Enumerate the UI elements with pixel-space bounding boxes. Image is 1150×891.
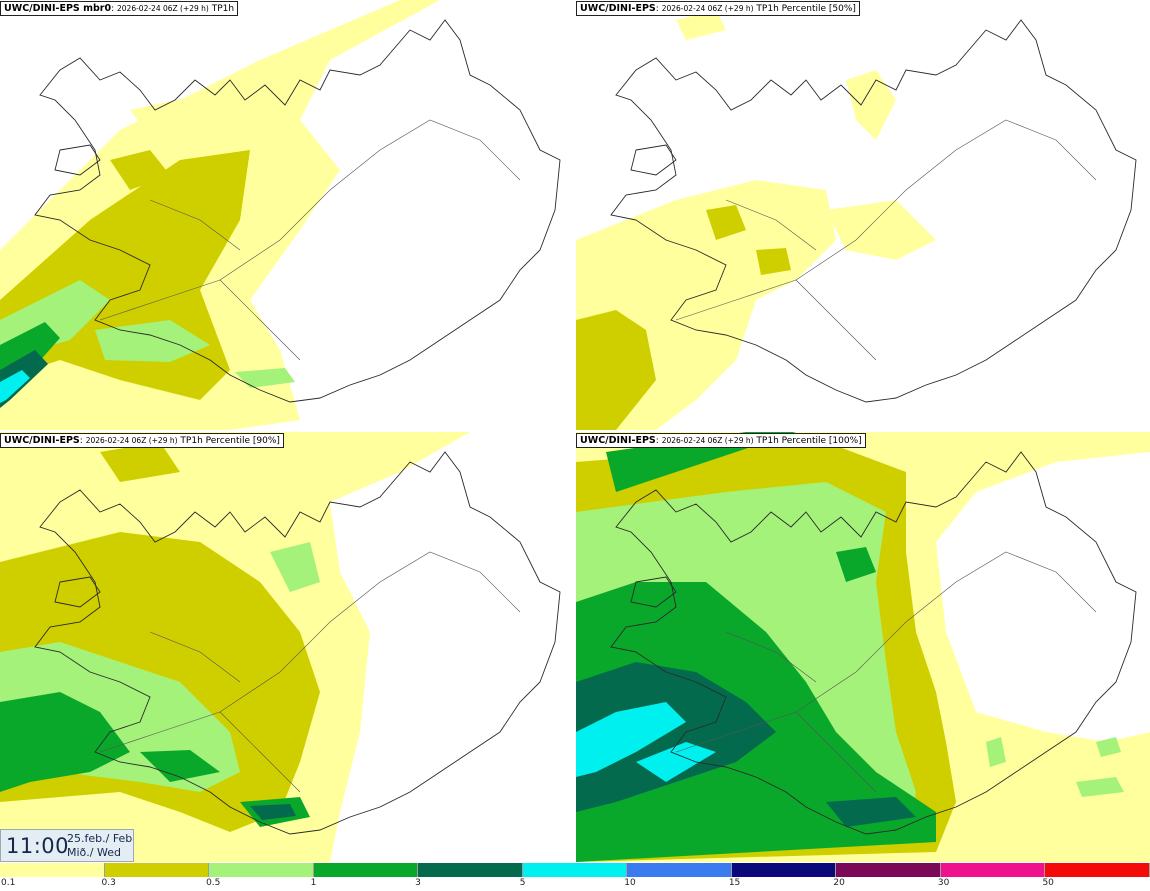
roads [99,119,521,361]
panel-title: UWC/DINI-EPS mbr0: 2026-02-24 06Z (+29 h… [0,1,239,16]
model-name: UWC/DINI-EPS [580,3,656,14]
precip-field [576,10,936,430]
colorbar-segment [731,863,837,877]
colorbar-segment [104,863,210,877]
valid-weekday: Mið./ Wed [67,846,121,859]
colorbar-tick-label: 0.3 [101,878,116,888]
coastline [34,451,561,835]
field-name: TP1h Percentile [50%] [756,4,856,14]
model-name: UWC/DINI-EPS mbr0 [4,3,112,14]
coastline [34,19,561,403]
precip-field [576,432,1150,862]
colorbar-tick-label: 30 [937,878,950,888]
colorbar-segment [627,863,732,877]
run-time: 2026-02-24 06Z (+29 h) [117,4,209,13]
roads [675,119,1097,361]
field-name: TP1h Percentile [100%] [756,436,862,446]
map-panel-p50: UWC/DINI-EPS: 2026-02-24 06Z (+29 h) TP1… [576,0,1150,430]
valid-date: 25.feb./ Feb [67,832,133,845]
colorbar-segment [313,863,419,877]
colorbar-tick-label: 50 [1042,878,1054,888]
colorbar-tick-label: 20 [833,878,845,888]
colorbar-tick-label: 3 [415,878,421,888]
model-name: UWC/DINI-EPS [580,435,656,446]
valid-time-box: 11:00 25.feb./ Feb Mið./ Wed [0,829,134,862]
run-time: 2026-02-24 06Z (+29 h) [661,4,754,13]
colorbar-segment [522,863,628,877]
colorbar-tick-label: 5 [519,878,526,888]
field-name: TP1h [211,4,235,14]
colorbar-tick-label: 0.1 [1,878,16,888]
colorbar-tick-label: 1 [310,878,317,888]
precipitation-map [576,432,1150,862]
roads [99,551,521,793]
precipitation-map [0,0,561,430]
panel-title: UWC/DINI-EPS: 2026-02-24 06Z (+29 h) TP1… [576,433,866,448]
coastline [610,451,1137,835]
map-panel-p90: UWC/DINI-EPS: 2026-02-24 06Z (+29 h) TP1… [0,432,574,862]
colorbar-tick-label: 10 [624,878,636,888]
precipitation-map [576,10,1137,430]
precipitation-map [0,432,561,862]
colorbar-segment [0,863,105,877]
colorbar-segment [836,863,941,877]
colorbar-segment [940,863,1046,877]
model-name: UWC/DINI-EPS [4,435,80,446]
panel-divider [0,430,1150,432]
run-time: 2026-02-24 06Z (+29 h) [85,436,178,445]
colorbar-tick-label: 0.5 [206,878,221,888]
panel-title: UWC/DINI-EPS: 2026-02-24 06Z (+29 h) TP1… [576,1,860,16]
run-time: 2026-02-24 06Z (+29 h) [661,436,754,445]
coastline [610,19,1137,403]
roads [675,551,1097,793]
colorbar-tick-label: 15 [728,878,741,888]
map-panel-mbr0: UWC/DINI-EPS mbr0: 2026-02-24 06Z (+29 h… [0,0,574,430]
colorbar-segment [418,863,523,877]
field-name: TP1h Percentile [90%] [180,436,280,446]
map-panel-p100: UWC/DINI-EPS: 2026-02-24 06Z (+29 h) TP1… [576,432,1150,862]
colorbar-segment [1045,863,1150,877]
colorbar-segment [209,863,314,877]
precipitation-colorbar: 0.1 0.3 0.5 1 3 5 10 15 20 30 50 [0,862,1150,891]
valid-time: 11:00 [6,834,70,858]
panel-title: UWC/DINI-EPS: 2026-02-24 06Z (+29 h) TP1… [0,433,284,448]
precip-field [0,0,440,430]
